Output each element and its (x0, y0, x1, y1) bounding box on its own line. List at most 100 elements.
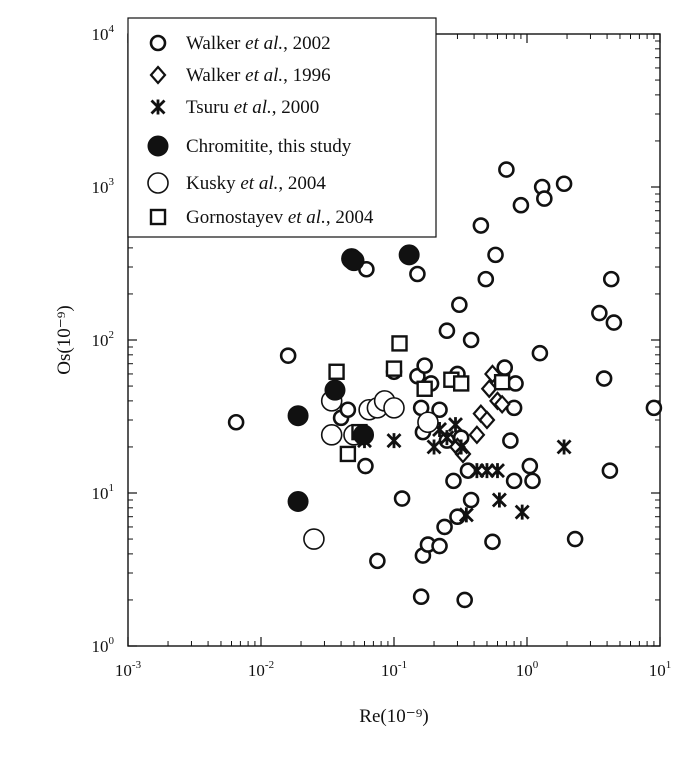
data-point-s0-38 (502, 432, 519, 449)
y-tick-label-2: 102 (92, 329, 115, 350)
data-point-s0-31 (462, 491, 480, 509)
data-point-s0-33 (477, 270, 495, 288)
data-point-s2-1 (386, 433, 402, 449)
data-point-s0-1 (279, 347, 297, 364)
data-point-s0-20 (436, 518, 453, 536)
data-point-s0-47 (536, 190, 553, 207)
data-point-s1-2 (478, 410, 496, 430)
legend-marker-0 (149, 34, 167, 52)
legend: Walker et al., 2002 Walker et al., 1996 … (127, 17, 437, 238)
data-point-s0-3 (339, 401, 357, 419)
data-point-s0-37 (498, 161, 515, 178)
legend-marker-3 (147, 135, 169, 157)
data-point-s2-7 (458, 507, 474, 523)
data-point-s3-5 (353, 424, 375, 446)
legend-marker-2 (150, 99, 166, 115)
data-point-s0-45 (531, 344, 549, 362)
data-point-s0-53 (602, 270, 620, 288)
legend-entry-5: Gornostayev et al., 2004 (186, 207, 374, 228)
legend-entry-2: Tsuru et al., 2000 (186, 97, 319, 118)
data-point-s0-12 (412, 588, 430, 606)
data-point-s0-50 (591, 304, 608, 322)
data-point-s0-51 (595, 370, 613, 387)
data-point-s2-11 (491, 492, 507, 508)
data-point-s0-6 (369, 552, 386, 570)
data-point-s3-6 (398, 244, 420, 266)
data-point-s3-1 (287, 490, 309, 512)
data-point-s0-35 (487, 246, 504, 264)
data-point-s5-3 (385, 360, 403, 377)
y-tick-label-0: 100 (92, 635, 115, 656)
data-point-s0-0 (227, 413, 245, 431)
data-point-s2-10 (490, 463, 505, 479)
data-point-s0-54 (605, 314, 623, 331)
data-point-s0-8 (393, 490, 411, 507)
data-point-s0-48 (555, 175, 573, 193)
data-point-s4-1 (320, 424, 343, 446)
data-point-s2-6 (453, 439, 469, 455)
series-3 (287, 244, 420, 512)
data-point-s0-15 (416, 357, 433, 374)
data-point-s0-36 (496, 359, 514, 376)
data-point-s0-52 (601, 462, 619, 479)
legend-entry-1: Walker et al., 1996 (186, 65, 331, 86)
data-point-s4-8 (417, 411, 439, 434)
data-point-s5-1 (339, 445, 357, 463)
data-point-s0-4 (357, 457, 374, 475)
x-tick-label-3: 100 (516, 659, 539, 680)
data-point-s0-22 (438, 322, 456, 340)
legend-entry-3: Chromitite, this study (186, 136, 352, 157)
data-point-s0-55 (645, 399, 663, 417)
data-point-s0-19 (431, 401, 448, 419)
legend-marker-5 (149, 208, 167, 226)
data-point-s3-2 (324, 379, 346, 401)
x-tick-label-0: 10-3 (115, 659, 142, 680)
data-point-s0-32 (472, 217, 490, 234)
data-point-s4-0 (303, 528, 325, 550)
data-point-s2-2 (426, 439, 442, 455)
data-point-s2-12 (514, 504, 530, 520)
data-point-s2-13 (556, 439, 572, 455)
data-point-s0-30 (462, 331, 480, 349)
data-point-s0-44 (524, 472, 541, 490)
data-point-s1-3 (480, 379, 498, 399)
y-tick-label-4: 104 (92, 23, 115, 44)
data-points (227, 161, 663, 609)
data-point-s3-4 (343, 250, 365, 272)
x-axis-title: Re(10⁻⁹) (359, 706, 428, 727)
legend-box (127, 17, 437, 238)
data-point-s5-0 (328, 363, 345, 380)
legend-markers (147, 34, 169, 226)
x-tick-label-2: 10-1 (381, 659, 407, 680)
data-point-s3-0 (287, 405, 309, 427)
data-point-s0-39 (505, 472, 523, 490)
legend-entry-4: Kusky et al., 2004 (186, 173, 326, 194)
y-tick-label-1: 101 (92, 482, 115, 503)
data-point-s0-26 (451, 296, 468, 314)
data-point-s1-0 (468, 425, 486, 445)
x-tick-label-4: 101 (649, 659, 672, 680)
data-point-s0-41 (507, 375, 524, 392)
data-point-s0-34 (484, 533, 501, 551)
data-point-s0-23 (445, 472, 462, 490)
data-point-s0-28 (456, 591, 473, 609)
data-point-s2-4 (439, 430, 455, 446)
data-point-s1-5 (493, 394, 511, 414)
data-point-s5-4 (391, 335, 408, 352)
data-point-s5-8 (493, 373, 511, 391)
legend-entry-0: Walker et al., 2002 (186, 33, 331, 54)
data-point-s5-7 (452, 375, 470, 392)
data-point-s0-42 (512, 196, 530, 214)
data-point-s4-7 (383, 397, 405, 419)
data-point-s0-43 (521, 457, 539, 475)
data-point-s2-5 (448, 417, 463, 433)
y-axis-title: Os(10⁻⁹) (54, 305, 75, 374)
legend-marker-1 (149, 65, 167, 85)
x-tick-label-1: 10-2 (248, 659, 274, 680)
y-tick-label-3: 103 (92, 176, 115, 197)
data-point-s0-10 (409, 265, 426, 283)
data-point-s0-49 (566, 530, 584, 548)
series-2 (357, 417, 572, 523)
data-point-s0-18 (431, 537, 448, 555)
